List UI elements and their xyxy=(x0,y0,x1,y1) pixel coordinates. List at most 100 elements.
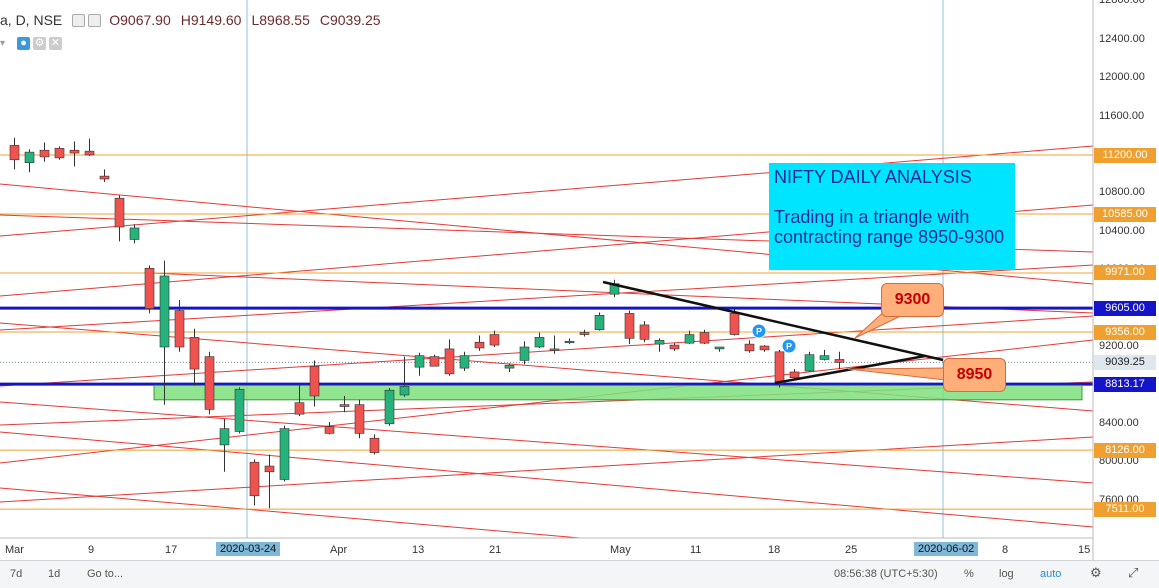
candle[interactable] xyxy=(624,310,635,345)
candle[interactable] xyxy=(489,330,500,347)
candle[interactable] xyxy=(684,330,695,345)
candle[interactable] xyxy=(384,388,395,426)
callout-9300-label: 9300 xyxy=(894,291,931,308)
log-toggle[interactable]: log xyxy=(999,568,1014,580)
candle[interactable] xyxy=(714,346,725,352)
candle-body xyxy=(519,346,530,361)
candle[interactable] xyxy=(504,363,515,372)
candle[interactable] xyxy=(444,339,455,376)
candle[interactable] xyxy=(474,335,485,351)
range-1d-button[interactable]: 1d xyxy=(48,568,61,580)
candle[interactable] xyxy=(99,169,110,182)
low-value: L8968.55 xyxy=(251,12,310,28)
goto-button[interactable]: Go to... xyxy=(87,568,124,580)
candle[interactable] xyxy=(519,341,530,365)
price-tag-7511.00: 7511.00 xyxy=(1094,501,1156,517)
high-value: H9149.60 xyxy=(180,12,242,28)
candle[interactable] xyxy=(654,338,665,352)
candle[interactable] xyxy=(159,260,170,405)
candle[interactable] xyxy=(204,351,215,415)
analysis-note[interactable]: NIFTY DAILY ANALYSIS Trading in a triang… xyxy=(769,163,1015,270)
candle[interactable] xyxy=(234,387,245,434)
candle[interactable] xyxy=(69,141,80,167)
channel-line[interactable] xyxy=(0,339,1094,464)
candle[interactable] xyxy=(189,328,200,386)
candle[interactable] xyxy=(39,142,50,162)
candle[interactable] xyxy=(579,329,590,337)
candle[interactable] xyxy=(564,338,575,345)
candle[interactable] xyxy=(264,454,275,509)
candle[interactable] xyxy=(54,146,65,160)
triangle-upper-line[interactable] xyxy=(602,280,944,362)
candle-body xyxy=(369,437,380,453)
clock-time[interactable]: 08:56:38 (UTC+5:30) xyxy=(834,568,938,580)
channel-line[interactable] xyxy=(0,431,1094,528)
candle[interactable] xyxy=(534,332,545,348)
eye-icon[interactable] xyxy=(72,13,86,27)
candle-body xyxy=(384,389,395,425)
candle[interactable] xyxy=(369,434,380,455)
candle-body xyxy=(219,428,230,446)
p-marker[interactable]: P xyxy=(781,338,797,354)
candle[interactable] xyxy=(174,299,185,352)
candle[interactable] xyxy=(429,354,440,367)
channel-line[interactable] xyxy=(0,315,1094,387)
channel-line[interactable] xyxy=(0,436,1094,503)
channel-line[interactable] xyxy=(0,401,1094,484)
candle[interactable] xyxy=(249,459,260,506)
candle[interactable] xyxy=(399,356,410,397)
candle[interactable] xyxy=(24,149,35,173)
expand-icon[interactable]: ⤢ xyxy=(1128,565,1139,580)
percent-toggle[interactable]: % xyxy=(964,568,974,580)
candle[interactable] xyxy=(9,137,20,170)
candle[interactable] xyxy=(699,329,710,345)
candle-body xyxy=(684,334,695,344)
close-icon[interactable]: ✕ xyxy=(49,36,63,50)
candle[interactable] xyxy=(459,351,470,371)
settings-icon[interactable]: ⚙ xyxy=(33,36,47,50)
eye-icon[interactable]: ● xyxy=(17,36,31,50)
symbol-label[interactable]: a, D, NSE xyxy=(0,12,63,28)
candle[interactable] xyxy=(129,224,140,244)
candle[interactable] xyxy=(789,369,800,380)
candle[interactable] xyxy=(669,343,680,351)
callout-9300[interactable]: 9300 xyxy=(881,283,944,317)
candle[interactable] xyxy=(414,352,425,376)
channel-line[interactable] xyxy=(0,487,581,539)
auto-toggle[interactable]: auto xyxy=(1040,568,1062,580)
time-tick-label: May xyxy=(610,544,631,556)
p-marker[interactable]: P xyxy=(751,323,767,339)
price-tick-label: 11600.00 xyxy=(1099,109,1145,122)
gear-icon[interactable]: ⚙ xyxy=(1090,565,1102,580)
candle[interactable] xyxy=(639,321,650,343)
candle[interactable] xyxy=(339,395,350,413)
candle[interactable] xyxy=(744,340,755,353)
chevron-down-icon[interactable]: ▾ xyxy=(0,37,6,49)
candle[interactable] xyxy=(804,351,815,372)
candle[interactable] xyxy=(609,279,620,298)
candle[interactable] xyxy=(309,360,320,407)
candle[interactable] xyxy=(594,312,605,331)
candle[interactable] xyxy=(144,265,155,314)
candle[interactable] xyxy=(294,385,305,417)
candle[interactable] xyxy=(114,195,125,242)
candle[interactable] xyxy=(819,349,830,361)
triangle-lower-line[interactable] xyxy=(774,354,926,385)
candle[interactable] xyxy=(279,425,290,482)
callout-8950[interactable]: 8950 xyxy=(943,358,1006,392)
candle[interactable] xyxy=(549,335,560,354)
candle-body xyxy=(654,339,665,345)
candle[interactable] xyxy=(84,138,95,156)
range-7d-button[interactable]: 7d xyxy=(10,568,23,580)
candle-body xyxy=(354,404,365,434)
settings-icon[interactable] xyxy=(88,13,102,27)
candle[interactable] xyxy=(324,421,335,435)
candle[interactable] xyxy=(219,419,230,472)
bottom-toolbar: 7d 1d Go to... 08:56:38 (UTC+5:30) % log… xyxy=(0,560,1159,588)
price-tag-9039.25: 9039.25 xyxy=(1094,354,1156,370)
candle[interactable] xyxy=(354,399,365,439)
price-tick-label: 8000.00 xyxy=(1099,455,1139,468)
candle[interactable] xyxy=(834,351,845,370)
candle[interactable] xyxy=(759,345,770,352)
